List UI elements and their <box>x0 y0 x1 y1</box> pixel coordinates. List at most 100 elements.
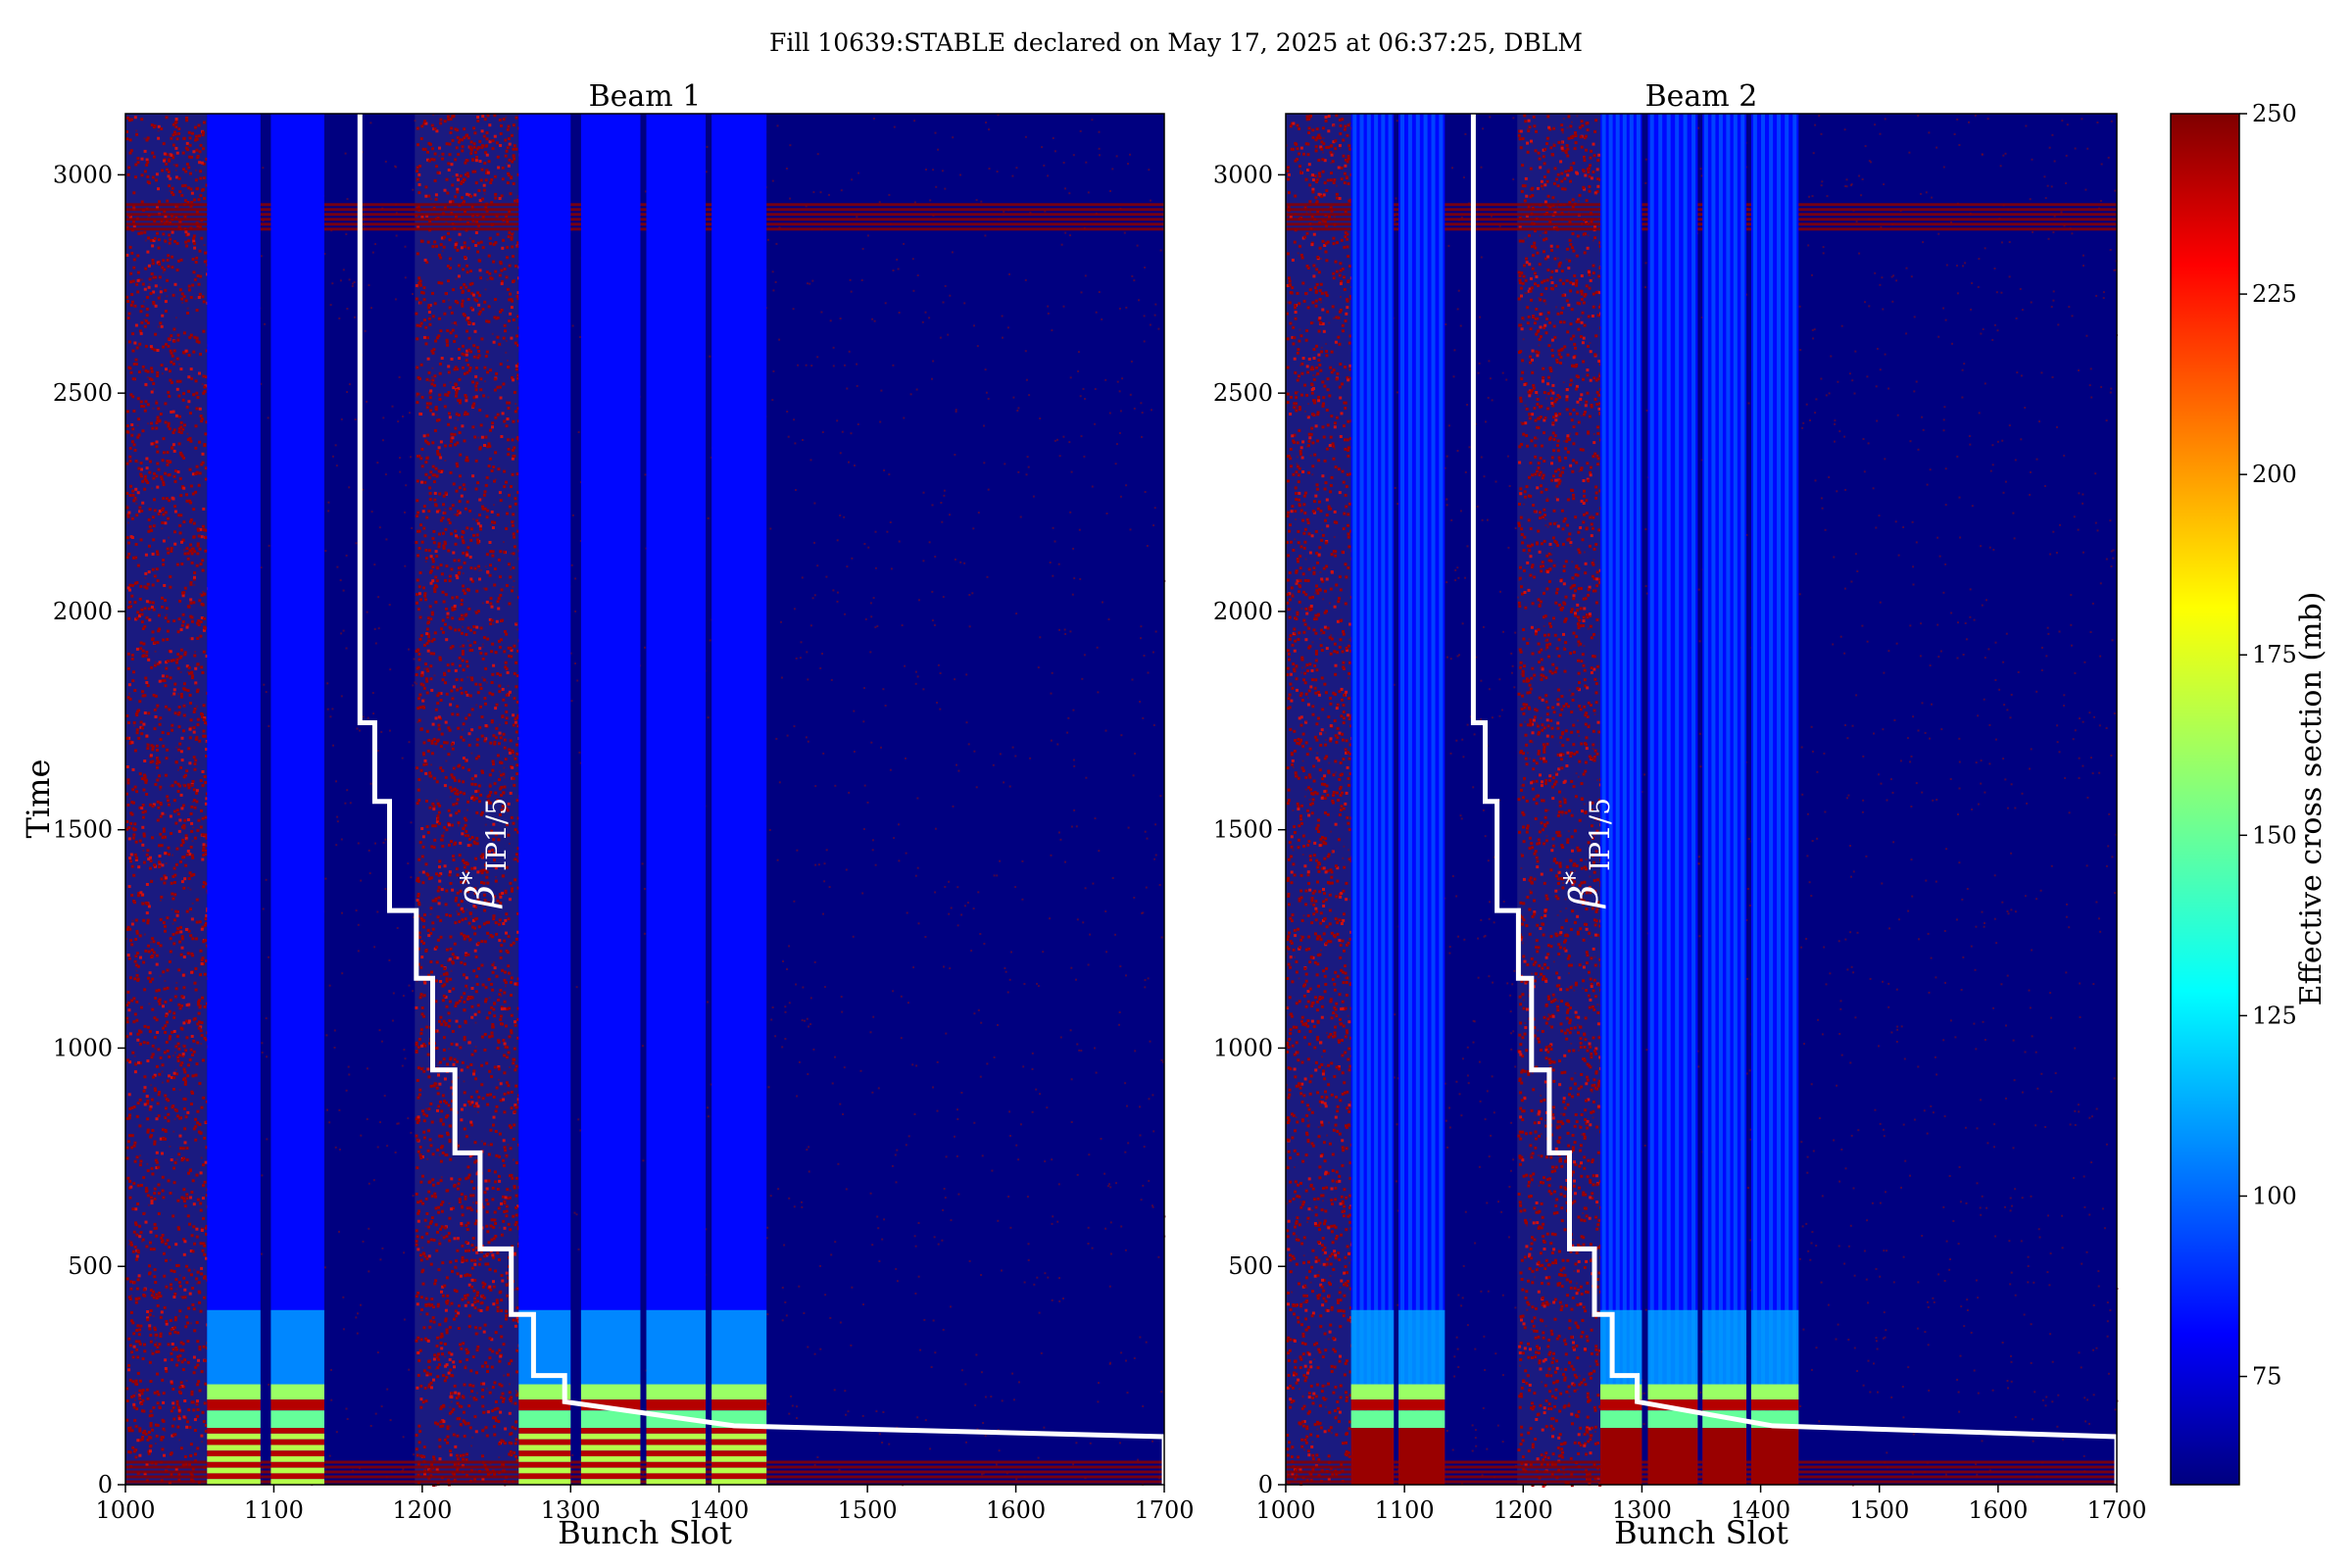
noise-speck <box>437 1210 441 1214</box>
noise-speck <box>139 231 143 235</box>
noise-speck <box>202 881 206 885</box>
noise-speck <box>514 937 518 941</box>
noise-speck <box>482 1330 486 1334</box>
noise-speck <box>428 806 432 809</box>
noise-speck <box>453 559 457 563</box>
noise-speck <box>486 901 490 905</box>
noise-speck <box>417 658 421 662</box>
noise-speck <box>472 1187 476 1191</box>
noise-speck <box>205 1146 209 1150</box>
noise-speck <box>144 400 148 404</box>
noise-speck <box>448 1000 452 1004</box>
noise-speck <box>496 335 500 339</box>
noise-speck <box>507 1222 511 1226</box>
noise-speck <box>125 491 129 495</box>
noise-speck <box>504 154 508 158</box>
noise-speck <box>152 693 156 697</box>
noise-speck <box>183 423 186 427</box>
noise-speck <box>185 141 189 145</box>
noise-speck <box>192 234 196 238</box>
noise-speck <box>436 1230 439 1234</box>
noise-speck <box>481 1294 485 1298</box>
noise-speck <box>467 921 471 925</box>
noise-speck <box>507 366 511 369</box>
noise-speck <box>138 1379 142 1383</box>
noise-speck <box>484 986 488 990</box>
noise-speck <box>438 1082 442 1086</box>
noise-band <box>415 114 522 1487</box>
noise-speck <box>135 973 139 977</box>
noise-speck <box>189 172 192 175</box>
noise-speck <box>454 921 458 925</box>
noise-speck <box>508 751 512 755</box>
noise-speck <box>459 1453 463 1457</box>
noise-speck <box>179 692 183 696</box>
noise-speck <box>486 1468 489 1472</box>
noise-speck <box>196 1340 200 1344</box>
noise-speck <box>510 1126 513 1129</box>
noise-speck <box>449 703 453 707</box>
noise-speck <box>428 498 432 502</box>
noise-speck <box>157 988 161 992</box>
noise-speck <box>486 1262 490 1266</box>
noise-speck <box>168 184 172 188</box>
noise-speck <box>164 402 168 406</box>
noise-speck <box>199 176 203 180</box>
noise-speck <box>162 1026 166 1030</box>
noise-speck <box>501 687 505 691</box>
noise-speck <box>184 1049 188 1053</box>
noise-speck <box>442 994 446 998</box>
noise-speck <box>151 1044 155 1048</box>
noise-speck <box>444 1319 448 1323</box>
noise-speck <box>472 126 476 130</box>
noise-speck <box>510 236 514 240</box>
noise-speck <box>447 365 451 368</box>
noise-speck <box>422 298 426 302</box>
noise-speck <box>505 721 509 725</box>
noise-speck <box>489 1143 493 1147</box>
noise-speck <box>486 881 490 885</box>
noise-speck <box>126 1176 130 1180</box>
noise-speck <box>195 800 199 804</box>
noise-speck <box>447 823 451 827</box>
noise-speck <box>189 368 193 371</box>
noise-speck <box>1010 951 1012 954</box>
noise-speck <box>144 780 148 784</box>
noise-speck <box>125 536 129 540</box>
noise-speck <box>464 394 467 397</box>
noise-speck <box>153 663 157 667</box>
noise-speck <box>125 927 129 931</box>
noise-speck <box>157 1183 161 1187</box>
noise-speck <box>419 634 423 638</box>
noise-speck <box>482 1410 486 1414</box>
noise-speck <box>136 964 140 968</box>
noise-speck <box>478 139 482 143</box>
noise-speck <box>457 274 461 278</box>
noise-speck <box>472 533 475 537</box>
noise-speck <box>447 231 450 235</box>
noise-speck <box>468 997 472 1000</box>
noise-speck <box>202 300 206 304</box>
noise-speck <box>159 1295 163 1298</box>
noise-speck <box>167 1099 171 1102</box>
noise-speck <box>478 447 482 451</box>
noise-speck <box>503 1000 507 1004</box>
noise-speck <box>143 607 147 611</box>
noise-speck <box>148 1324 152 1328</box>
noise-speck <box>127 683 131 687</box>
noise-speck <box>488 236 492 240</box>
noise-speck <box>145 793 149 796</box>
noise-speck <box>474 757 478 760</box>
noise-speck <box>425 1371 429 1375</box>
noise-speck <box>196 1022 200 1026</box>
noise-speck <box>169 950 172 954</box>
noise-speck <box>418 1253 422 1257</box>
noise-speck <box>152 524 156 528</box>
noise-speck <box>144 553 148 557</box>
noise-speck <box>496 899 500 903</box>
noise-speck <box>453 339 457 343</box>
noise-speck <box>136 1032 140 1036</box>
noise-speck <box>455 1290 459 1294</box>
noise-speck <box>125 556 129 560</box>
noise-speck <box>203 1401 207 1405</box>
